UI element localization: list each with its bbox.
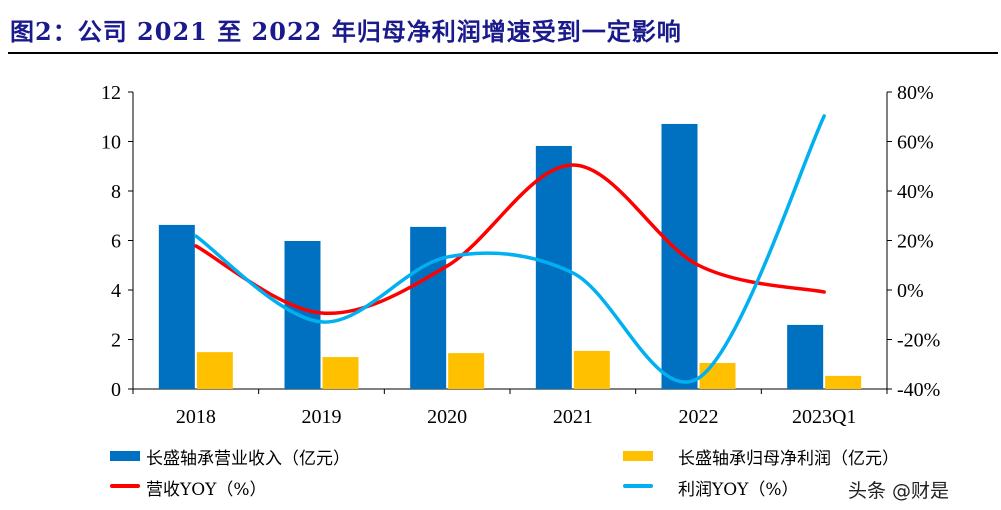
left-tick-label: 12 (101, 82, 121, 104)
legend-label-profit: 长盛轴承归母净利润（亿元） (678, 449, 899, 469)
profit-bar (322, 357, 359, 389)
profit-bar (573, 350, 610, 389)
revenue-bar (158, 224, 195, 389)
left-tick-label: 10 (101, 132, 121, 154)
legend-swatch-profit (623, 451, 653, 461)
right-tick-label: 80% (897, 82, 934, 104)
profit-bar (825, 375, 862, 389)
left-tick-label: 0 (111, 379, 121, 401)
watermark: 头条 @财是 (848, 480, 950, 502)
right-tick-label: -20% (897, 330, 940, 352)
legend-swatch-revenue-yoy (110, 484, 140, 488)
revenue-bar (787, 324, 824, 389)
legend-swatch-revenue (110, 451, 140, 461)
x-tick-label: 2022 (679, 406, 719, 428)
revenue-yoy-line (194, 163, 826, 316)
x-tick-label: 2019 (302, 406, 342, 428)
profit-bar (196, 352, 233, 389)
legend-label-profit-yoy: 利润YOY（%） (678, 480, 799, 500)
profit-bar (699, 363, 736, 389)
legend-label-revenue: 长盛轴承营业收入（亿元） (146, 449, 350, 469)
left-tick-label: 4 (111, 280, 121, 302)
x-tick-label: 2020 (427, 406, 467, 428)
revenue-bar (535, 145, 572, 389)
right-tick-label: 20% (897, 231, 934, 253)
legend-label-revenue-yoy: 营收YOY（%） (146, 480, 267, 500)
title-divider (8, 52, 998, 54)
revenue-bar (410, 226, 447, 389)
left-tick-label: 8 (111, 181, 121, 203)
chart-title: 图2：公司 2021 至 2022 年归母净利润增速受到一定影响 (10, 17, 682, 46)
right-tick-label: -40% (897, 379, 940, 401)
right-tick-label: 0% (897, 280, 924, 302)
right-tick-label: 40% (897, 181, 934, 203)
x-tick-label: 2021 (553, 406, 593, 428)
left-tick-label: 6 (111, 231, 121, 253)
legend-swatch-profit-yoy (623, 484, 653, 488)
right-tick-label: 60% (897, 132, 934, 154)
profit-bar (448, 353, 485, 389)
x-tick-label: 2018 (176, 406, 216, 428)
profit-yoy-line (194, 114, 826, 384)
revenue-bar (661, 123, 698, 390)
x-tick-label: 2023Q1 (792, 406, 856, 428)
left-tick-label: 2 (111, 330, 121, 352)
